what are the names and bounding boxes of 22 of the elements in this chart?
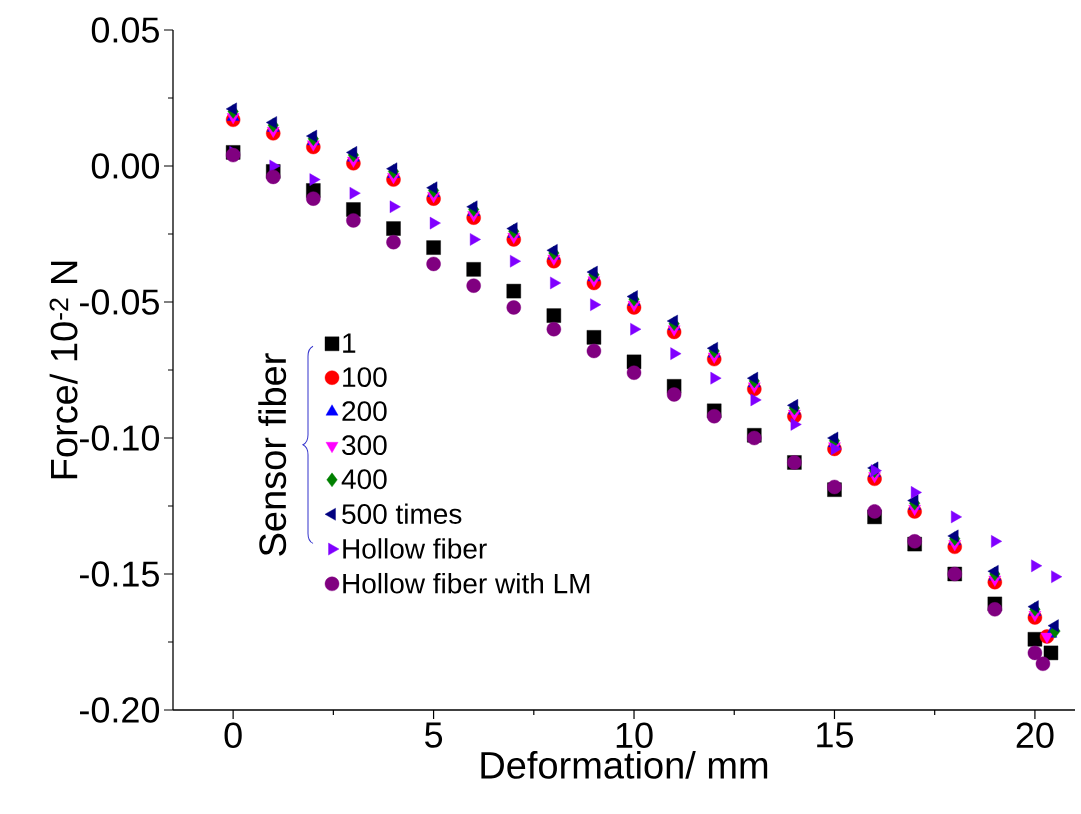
x-tick-label: 15 [817,722,853,748]
x-tick-label: 5 [425,722,443,748]
legend-label: 200 [342,401,387,422]
legend-label: Hollow fiber with LM [343,572,590,594]
x-axis-title: Deformation/ mm [481,750,768,779]
legend-label: 400 [341,469,387,490]
x-tick-label: 20 [1016,722,1054,749]
legend-label: 1 [343,333,356,353]
x-tick-label: 0 [224,722,242,749]
y-tick-label: -0.10 [80,425,160,451]
legend-label: 100 [343,367,387,387]
y-axis-title: Force/ 10$^{-2}$ N [49,261,78,479]
y-tick-label: 0.05 [91,17,159,43]
y-tick-label: -0.20 [80,697,160,723]
legend-label: 500 times [342,503,462,524]
y-tick-label: -0.15 [80,561,159,587]
annotation: Sensor fiber [258,353,287,556]
legend-label: 300 [342,435,387,456]
legend-label: Hollow fiber [343,538,487,559]
y-tick-label: -0.05 [80,289,159,315]
x-tick-label: 10 [616,722,653,749]
y-tick-label: 0.00 [91,153,160,179]
